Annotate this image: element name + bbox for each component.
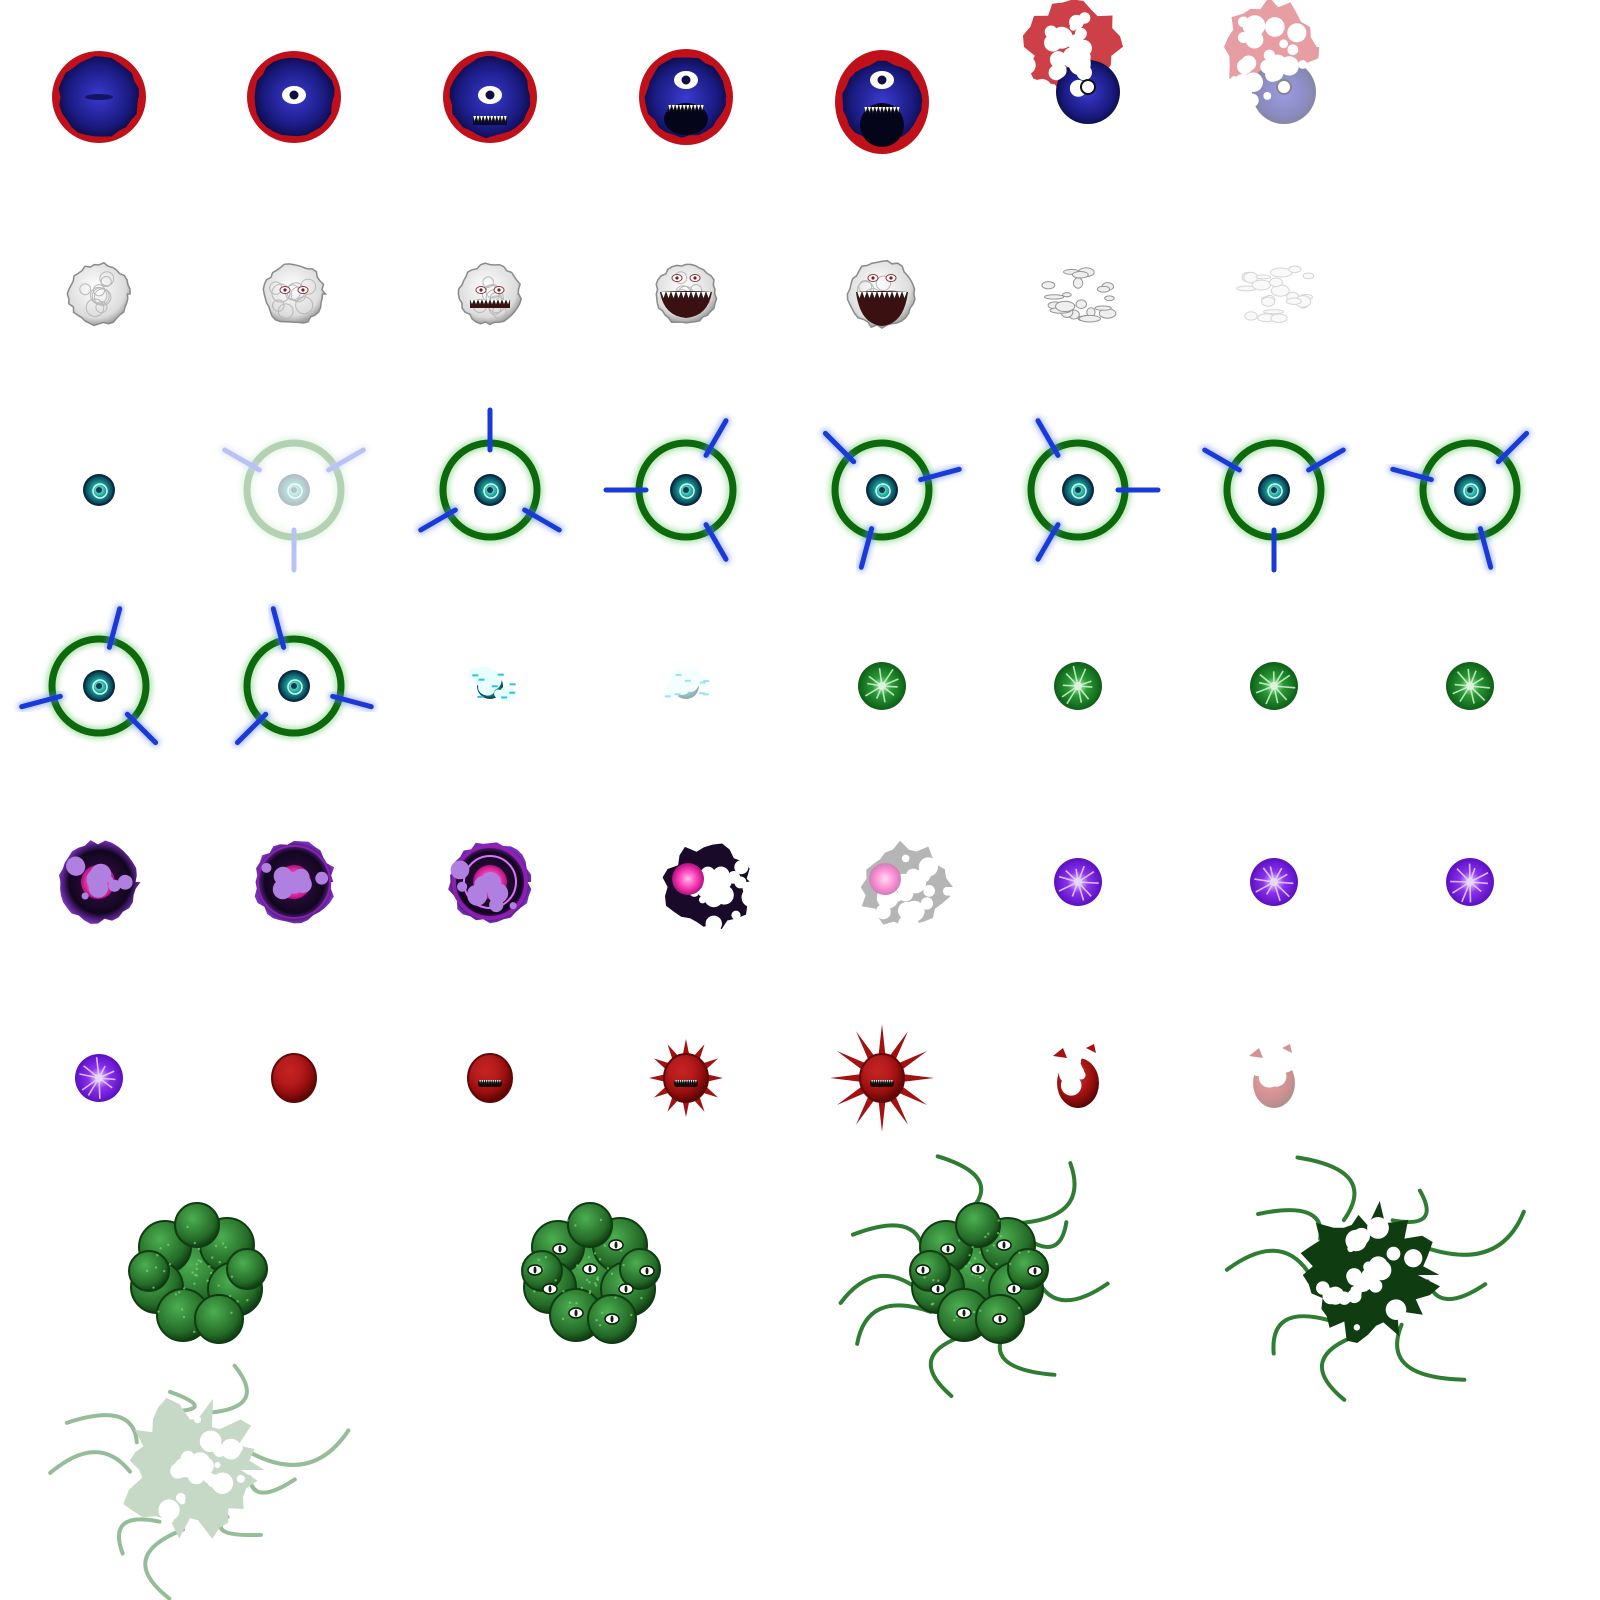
sprite-green-ring-spinner-spin-4	[1025, 416, 1163, 564]
sprite-white-brain-blob-mouth-open	[655, 263, 718, 324]
sprite-green-ring-spinner-burst-fade	[663, 667, 710, 700]
sprite-blue-eye-blob-mouth-wide	[835, 50, 929, 154]
sprite-green-eyed-cluster-burst-fade	[48, 1363, 351, 1600]
sprite-green-eyed-cluster-idle	[128, 1202, 268, 1344]
sprite-white-brain-blob-eyes	[262, 263, 328, 324]
sprite-green-eyed-cluster-tentacles	[838, 1154, 1110, 1398]
sprite-pink-core-purple-blob-glow-ring	[448, 842, 532, 924]
sprite-purple-star-orb-pulse-3	[1443, 855, 1497, 909]
sprite-green-ring-spinner-spin-1	[416, 405, 564, 543]
sprite-green-ring-spinner-spin-2	[601, 416, 739, 564]
sprite-pink-core-purple-blob-burst	[662, 843, 762, 933]
sprite-green-ring-spinner-spin-5	[1200, 437, 1348, 575]
sprite-green-star-orb-pulse-3	[1247, 659, 1301, 713]
sprite-white-brain-blob-burst-fade	[1236, 265, 1315, 323]
sprite-red-cell-burst-fade	[1249, 1042, 1296, 1108]
sprite-blue-eye-blob-mouth-open	[639, 49, 733, 145]
sprite-white-brain-blob-mouth-wide	[846, 259, 916, 329]
sprite-green-star-orb-pulse-2	[1051, 659, 1105, 713]
sprite-green-ring-spinner-spin-6	[1388, 428, 1532, 572]
sprite-pink-core-purple-blob-glow	[254, 840, 335, 924]
sprite-red-cell-burst	[1048, 1044, 1099, 1108]
sprite-purple-star-orb-pulse-1	[1051, 855, 1105, 909]
sprite-green-eyed-cluster-eyes	[521, 1202, 661, 1344]
sprite-purple-star-orb-pulse-2	[1247, 855, 1301, 909]
sprite-green-ring-spinner-spin-8	[232, 604, 376, 748]
sprite-green-star-orb-pulse-4	[1443, 659, 1497, 713]
sprite-blue-eye-blob-closed	[52, 51, 146, 143]
sprite-white-brain-blob-teeth	[457, 262, 523, 326]
sprite-white-brain-blob-burst	[1041, 267, 1117, 323]
sprite-red-cell-idle	[271, 1053, 317, 1103]
sprite-pink-core-purple-blob-burst-fade	[860, 840, 953, 936]
sprite-green-star-orb-pulse-1	[855, 659, 909, 713]
sprite-green-ring-spinner-spawn-fade	[220, 437, 368, 575]
sprite-green-ring-spinner-core	[83, 474, 115, 506]
sprite-green-ring-spinner-spin-3	[820, 428, 964, 572]
sprite-green-ring-spinner-burst	[468, 666, 516, 702]
sprite-green-ring-spinner-spin-7	[17, 604, 161, 748]
sprite-red-cell-spikes-wide	[830, 1024, 934, 1132]
sprite-purple-star-orb-pulse-4	[72, 1051, 126, 1105]
sprite-white-brain-blob-idle	[66, 261, 131, 327]
sprite-blue-eye-blob-burst	[1017, 0, 1124, 124]
sprite-red-cell-teeth	[467, 1053, 513, 1103]
sprite-blue-eye-blob-burst-fade	[1224, 0, 1320, 124]
sprite-red-cell-spikes	[649, 1039, 723, 1117]
sprite-blue-eye-blob-eye-open	[247, 51, 341, 143]
sprite-green-eyed-cluster-burst	[1224, 1155, 1526, 1402]
sprite-pink-core-purple-blob-idle	[59, 840, 141, 924]
sprite-blue-eye-blob-eye-teeth	[443, 51, 537, 143]
